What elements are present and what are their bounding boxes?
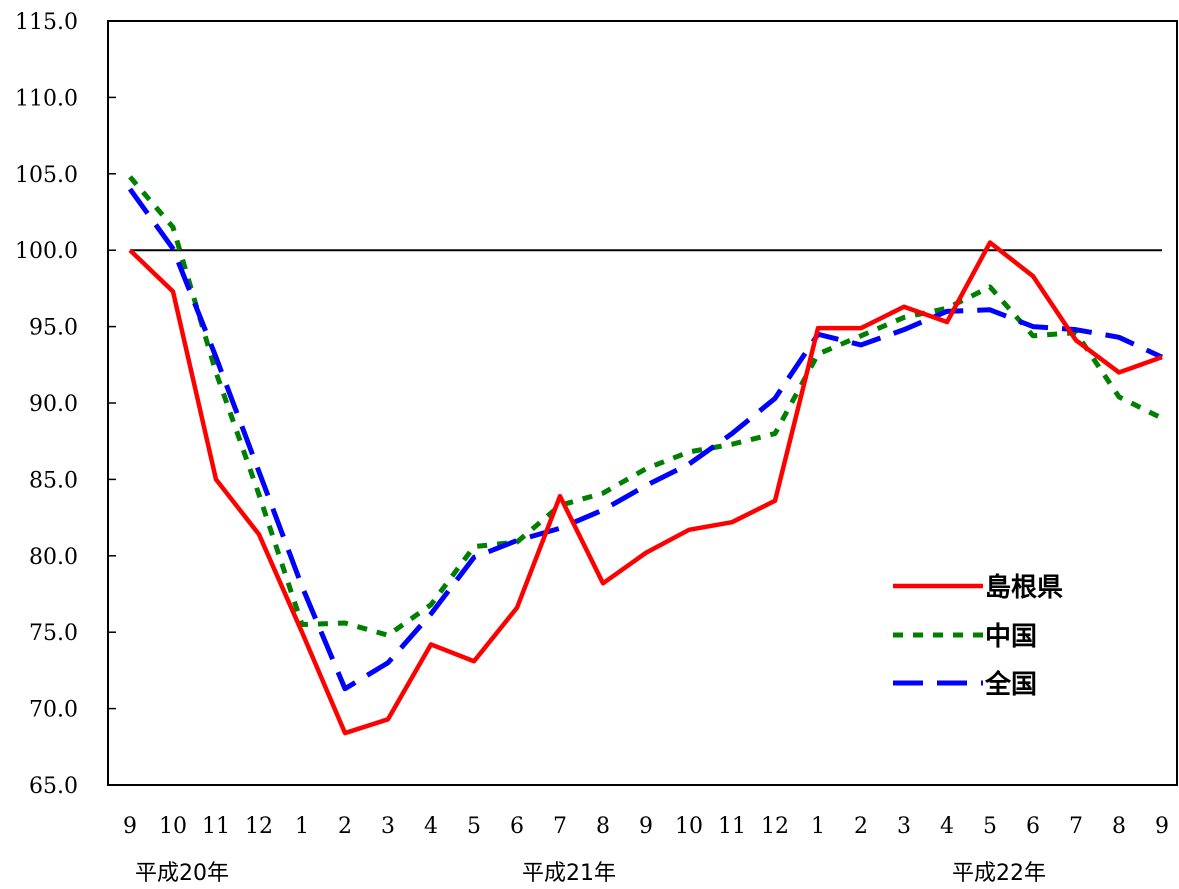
legend-label: 全国: [984, 669, 1037, 700]
x-tick-label: 8: [1112, 814, 1126, 839]
y-tick-label: 100.0: [15, 239, 78, 264]
x-tick-label: 7: [1069, 814, 1083, 839]
plot-area: [107, 20, 1178, 786]
x-tick-label: 2: [854, 814, 868, 839]
x-tick-label: 9: [639, 814, 653, 839]
series-lines: [127, 175, 1164, 736]
x-tick-label: 10: [159, 814, 187, 839]
x-tick-label: 10: [675, 814, 703, 839]
legend-label: 島根県: [985, 573, 1063, 603]
x-tick-label: 3: [381, 814, 395, 839]
x-tick-label: 4: [940, 814, 954, 839]
x-tick-label: 7: [553, 814, 567, 839]
x-tick-label: 12: [245, 814, 273, 839]
y-tick-label: 75.0: [29, 621, 78, 646]
y-tick-label: 115.0: [15, 10, 78, 35]
x-tick-label: 1: [811, 814, 825, 839]
y-tick-label: 105.0: [15, 163, 78, 188]
x-tick-label: 1: [295, 814, 309, 839]
y-tick-label: 110.0: [15, 86, 78, 111]
year-label: 平成21年: [522, 861, 616, 886]
y-tick-label: 90.0: [29, 392, 78, 417]
year-label: 平成20年: [135, 861, 229, 886]
x-tick-label: 3: [897, 814, 911, 839]
y-tick-label: 65.0: [29, 774, 78, 799]
x-tick-label: 6: [1026, 814, 1040, 839]
x-tick-label: 9: [123, 814, 137, 839]
x-axis: 9 10 11 12 1 2 3 4 5 6 7 8 9 10 11 12 1 2 3 4 5 6 7 8 9: [123, 814, 1169, 839]
x-tick-label: 4: [424, 814, 438, 839]
x-tick-label: 6: [510, 814, 524, 839]
x-tick-label: 9: [1155, 814, 1169, 839]
year-label: 平成22年: [952, 861, 1046, 886]
series-line-0: [128, 240, 1163, 736]
y-tick-label: 85.0: [29, 468, 78, 493]
series-line-2: [127, 187, 1164, 692]
x-tick-label: 5: [467, 814, 481, 839]
x-tick-label: 11: [718, 814, 746, 839]
x-tick-label: 2: [338, 814, 352, 839]
year-labels: 平成20年 平成21年 平成22年: [135, 861, 1046, 886]
series-line-1: [128, 175, 1164, 638]
x-tick-label: 5: [983, 814, 997, 839]
x-tick-label: 12: [761, 814, 789, 839]
legend-label: 中国: [985, 622, 1037, 652]
x-tick-label: 11: [202, 814, 230, 839]
x-tick-label: 8: [596, 814, 610, 839]
y-tick-label: 95.0: [29, 316, 78, 341]
y-tick-label: 70.0: [29, 698, 78, 723]
y-tick-label: 80.0: [29, 545, 78, 570]
y-axis: 65.0 70.0 75.0 80.0 85.0 90.0 95.0 100.0 105.0 11…: [15, 10, 116, 799]
